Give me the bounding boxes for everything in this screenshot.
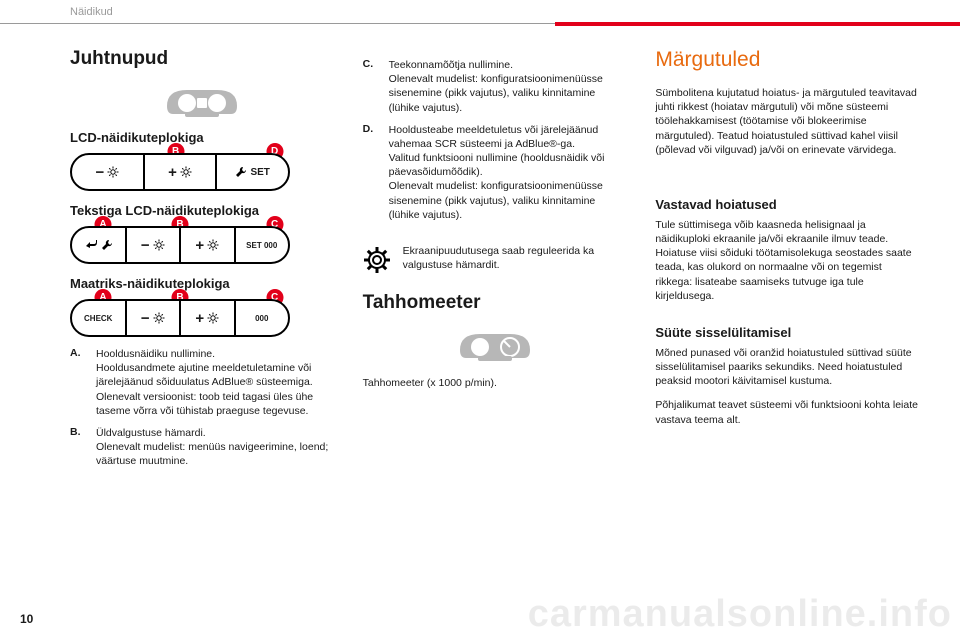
definition-item: B.Üldvalgustuse hämardi. Olenevalt mudel… bbox=[70, 426, 335, 469]
panel-segment: + bbox=[179, 228, 234, 262]
heading-matrix: Maatriks-näidikuteplokiga bbox=[70, 276, 335, 291]
definition-item: A.Hooldusnäidiku nullimine. Hooldusandme… bbox=[70, 347, 335, 418]
header-rule bbox=[0, 22, 960, 26]
heading-controls: Juhtnupud bbox=[70, 48, 335, 70]
panel-segment: CHECK bbox=[72, 301, 125, 335]
definition-label: C. bbox=[363, 58, 379, 115]
heading-text-lcd: Tekstiga LCD-näidikuteplokiga bbox=[70, 203, 335, 218]
more-info-text: Põhjalikumat teavet süsteemi või funktsi… bbox=[655, 398, 920, 426]
column-3: Märgutuled Sümbolitena kujutatud hoiatus… bbox=[655, 48, 920, 608]
panel-segment: − bbox=[72, 155, 143, 189]
column-2: C.Teekonnamõõtja nullimine. Olenevalt mu… bbox=[363, 48, 628, 608]
definition-item: C.Teekonnamõõtja nullimine. Olenevalt mu… bbox=[363, 58, 628, 115]
definition-text: Hooldusnäidiku nullimine. Hooldusandmete… bbox=[96, 347, 335, 418]
header-rule-grey bbox=[0, 23, 555, 24]
column-1: Juhtnupud LCD-näidikuteplokiga BD −+SET … bbox=[70, 48, 335, 608]
panel-segment: + bbox=[179, 301, 234, 335]
tachometer-caption: Tahhomeeter (x 1000 p/min). bbox=[363, 376, 628, 390]
header-rule-red bbox=[555, 22, 960, 26]
panel-matrix: ABC CHECK−+000 bbox=[70, 299, 290, 337]
heading-assoc-warnings: Vastavad hoiatused bbox=[655, 197, 920, 212]
definition-item: D.Hooldusteabe meeldetuletus või järelej… bbox=[363, 123, 628, 222]
panel-segment: − bbox=[125, 301, 180, 335]
definition-label: B. bbox=[70, 426, 86, 469]
note-touchscreen: Ekraanipuudutusega saab reguleerida ka v… bbox=[363, 244, 628, 274]
panel-lcd: BD −+SET bbox=[70, 153, 290, 191]
definitions-col1: A.Hooldusnäidiku nullimine. Hooldusandme… bbox=[70, 347, 335, 468]
definitions-col2: C.Teekonnamõõtja nullimine. Olenevalt mu… bbox=[363, 58, 628, 222]
section-label: Näidikud bbox=[70, 6, 113, 18]
definition-label: D. bbox=[363, 123, 379, 222]
gear-icon bbox=[363, 244, 391, 274]
heading-ignition-on: Süüte sisselülitamisel bbox=[655, 325, 920, 340]
panel-segment bbox=[72, 228, 125, 262]
tachometer-icon bbox=[363, 328, 628, 362]
heading-warning-lamps: Märgutuled bbox=[655, 48, 920, 72]
note-text: Ekraanipuudutusega saab reguleerida ka v… bbox=[403, 244, 628, 272]
panel-segment: − bbox=[125, 228, 180, 262]
definition-label: A. bbox=[70, 347, 86, 418]
cluster-icon bbox=[70, 84, 335, 118]
panel-segment: 000 bbox=[234, 301, 289, 335]
intro-text: Sümbolitena kujutatud hoiatus- ja märgut… bbox=[655, 86, 920, 157]
page-number: 10 bbox=[20, 612, 33, 626]
heading-tachometer: Tahhomeeter bbox=[363, 292, 628, 314]
panel-text-lcd: ABC −+SET 000 bbox=[70, 226, 290, 264]
definition-text: Hooldusteabe meeldetuletus või järelejää… bbox=[389, 123, 628, 222]
definition-text: Üldvalgustuse hämardi. Olenevalt mudelis… bbox=[96, 426, 335, 469]
columns: Juhtnupud LCD-näidikuteplokiga BD −+SET … bbox=[70, 48, 920, 608]
ignition-on-text: Mõned punased või oranžid hoiatustuled s… bbox=[655, 346, 920, 389]
manual-page: Näidikud 10 carmanualsonline.info Juhtnu… bbox=[0, 0, 960, 640]
definition-text: Teekonnamõõtja nullimine. Olenevalt mude… bbox=[389, 58, 628, 115]
assoc-warnings-text: Tule süttimisega võib kaasneda helisigna… bbox=[655, 218, 920, 303]
panel-segment: SET bbox=[215, 155, 288, 189]
panel-segment: + bbox=[143, 155, 216, 189]
panel-segment: SET 000 bbox=[234, 228, 289, 262]
heading-lcd: LCD-näidikuteplokiga bbox=[70, 130, 335, 145]
